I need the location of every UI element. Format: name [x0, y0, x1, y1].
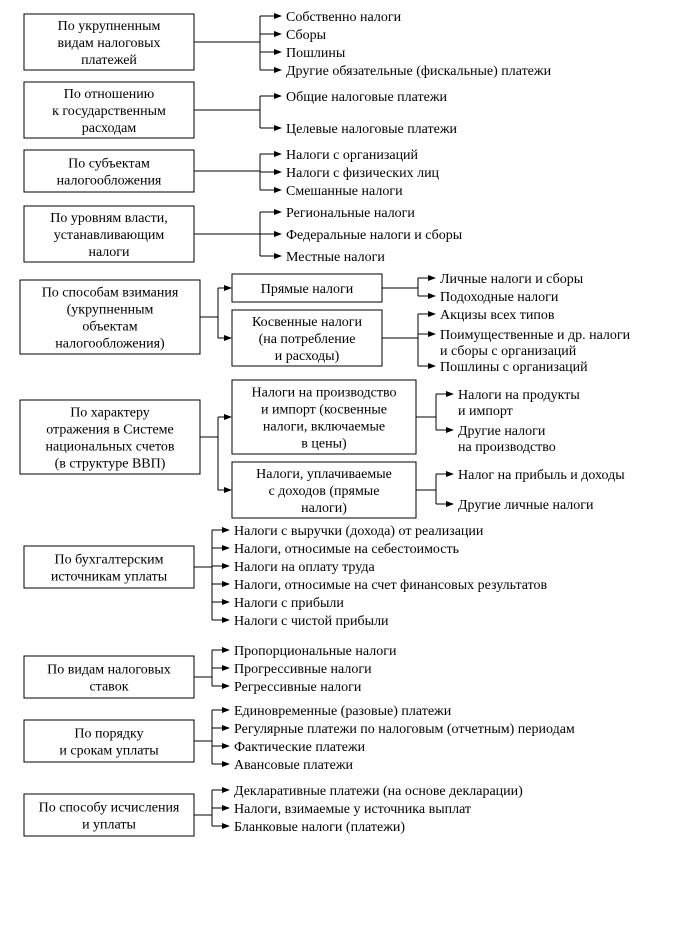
leaf-label: Налоги на продукты	[458, 388, 580, 403]
leaf-label: Общие налоговые платежи	[286, 90, 447, 105]
box-label: По отношению	[64, 87, 154, 102]
box-label: видам налоговых	[57, 36, 160, 51]
box-label: и уплаты	[82, 818, 136, 833]
leaf-label: на производство	[458, 440, 556, 455]
box-label: налоги, включаемые	[263, 420, 385, 435]
leaf-label: Пошлины	[286, 46, 346, 61]
leaf-label: Смешанные налоги	[286, 184, 403, 199]
box-label: По видам налоговых	[47, 663, 171, 678]
leaf-label: Другие обязательные (фискальные) платежи	[286, 64, 552, 79]
box-label: По бухгалтерским	[55, 553, 164, 568]
box-label: налогообложения	[57, 174, 162, 189]
box-label: с доходов (прямые	[269, 484, 380, 499]
box-label: По порядку	[74, 727, 143, 742]
leaf-label: Налоги с физических лиц	[286, 166, 440, 181]
leaf-label: Прогрессивные налоги	[234, 662, 372, 677]
box-label: налоги	[88, 245, 130, 260]
box-label: По характеру	[70, 406, 150, 421]
leaf-label: Декларативные платежи (на основе деклара…	[234, 784, 523, 799]
leaf-label: Пропорциональные налоги	[234, 644, 397, 659]
box-label: ставок	[89, 680, 128, 695]
box-label: Косвенные налоги	[252, 315, 363, 330]
leaf-label: Регулярные платежи по налоговым (отчетны…	[234, 722, 575, 737]
box-label: и импорт (косвенные	[261, 403, 387, 418]
leaf-label: Авансовые платежи	[234, 758, 354, 773]
box-label: и расходы)	[275, 349, 340, 364]
box-label: (в структуре ВВП)	[55, 457, 166, 472]
leaf-label: Другие личные налоги	[458, 498, 594, 513]
box-label: платежей	[81, 53, 137, 68]
leaf-label: Другие налоги	[458, 424, 546, 439]
leaf-label: Личные налоги и сборы	[440, 272, 584, 287]
box-label: (укрупненным	[67, 303, 154, 318]
box-label: устанавливающим	[54, 228, 165, 243]
leaf-label: Акцизы всех типов	[440, 308, 555, 323]
leaf-label: Налоги с организаций	[286, 148, 419, 163]
leaf-label: Регрессивные налоги	[234, 680, 362, 695]
leaf-label: Собственно налоги	[286, 10, 402, 25]
leaf-label: Пошлины с организаций	[440, 360, 588, 375]
box-label: национальных счетов	[45, 440, 174, 455]
leaf-label: Налог на прибыль и доходы	[458, 468, 625, 483]
leaf-label: Налоги, относимые на счет финансовых рез…	[234, 578, 548, 593]
leaf-label: и сборы с организаций	[440, 344, 577, 359]
box-label: налогообложения)	[55, 337, 165, 352]
leaf-label: Налоги с прибыли	[234, 596, 344, 611]
leaf-label: Налоги, относимые на себестоимость	[234, 542, 459, 557]
box-label: По уровням власти,	[50, 211, 167, 226]
leaf-label: Налоги с чистой прибыли	[234, 614, 389, 629]
box-label: По способу исчисления	[39, 801, 180, 816]
box-label: Прямые налоги	[261, 282, 354, 297]
leaf-label: Налоги, взимаемые у источника выплат	[234, 802, 471, 817]
leaf-label: Фактические платежи	[234, 740, 366, 755]
leaf-label: Единовременные (разовые) платежи	[234, 704, 452, 719]
leaf-label: Местные налоги	[286, 250, 385, 265]
box-label: Налоги на производство	[252, 386, 397, 401]
box-label: По укрупненным	[58, 19, 161, 34]
leaf-label: Бланковые налоги (платежи)	[234, 820, 405, 835]
box-label: расходам	[82, 121, 137, 136]
box-label: объектам	[82, 320, 137, 335]
box-label: (на потребление	[259, 332, 356, 347]
box-label: к государственным	[52, 104, 166, 119]
leaf-label: Подоходные налоги	[440, 290, 559, 305]
box-label: Налоги, уплачиваемые	[256, 467, 392, 482]
leaf-label: Региональные налоги	[286, 206, 415, 221]
leaf-label: Налоги на оплату труда	[234, 560, 375, 575]
classification-diagram: По укрупненным видам налоговых платежей Соб…	[0, 0, 679, 936]
box-label: По субъектам	[68, 157, 150, 172]
leaf-label: и импорт	[458, 404, 513, 419]
leaf-label: Поимущественные и др. налоги	[440, 328, 631, 343]
box-label: и срокам уплаты	[59, 744, 159, 759]
box-label: налоги)	[301, 501, 347, 516]
box-label: в цены)	[301, 437, 347, 452]
leaf-label: Целевые налоговые платежи	[286, 122, 458, 137]
leaf-label: Налоги с выручки (дохода) от реализации	[234, 524, 484, 539]
box-label: источникам уплаты	[51, 570, 168, 585]
leaf-label: Федеральные налоги и сборы	[286, 228, 463, 243]
box-label: отражения в Системе	[46, 423, 174, 438]
leaf-label: Сборы	[286, 28, 327, 43]
box-label: По способам взимания	[42, 286, 179, 301]
